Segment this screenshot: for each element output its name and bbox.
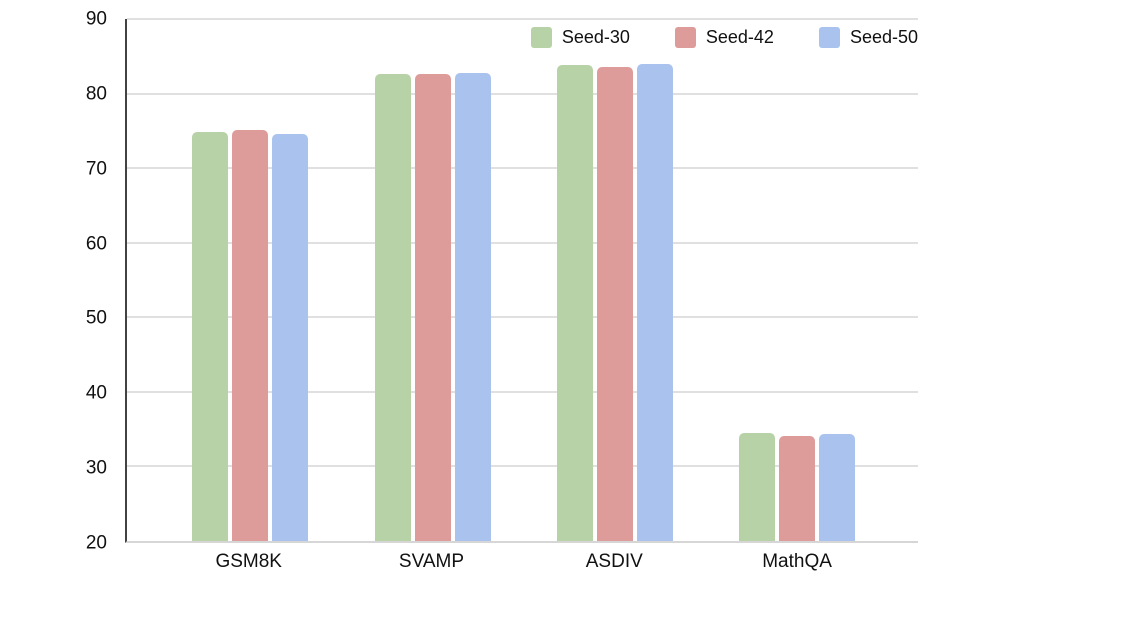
bar-seed-42-asdiv bbox=[597, 66, 634, 541]
bar-seed-50-gsm8k bbox=[272, 133, 309, 541]
legend-item: Seed-42 bbox=[674, 27, 774, 48]
bar-seed-50-asdiv bbox=[637, 63, 674, 541]
legend-item: Seed-50 bbox=[818, 27, 918, 48]
bar-group bbox=[739, 19, 856, 541]
bar-seed-30-mathqa bbox=[739, 432, 776, 541]
legend-label: Seed-30 bbox=[561, 27, 630, 47]
bars-layer bbox=[127, 19, 918, 541]
gridline bbox=[127, 390, 918, 393]
bar-seed-42-mathqa bbox=[779, 435, 816, 541]
bar-seed-42-svamp bbox=[414, 74, 451, 541]
plot-area: Seed-30 Seed-42 Seed-50 bbox=[125, 18, 918, 543]
x-axis-labels: GSM8K SVAMP ASDIV MathQA bbox=[125, 551, 918, 577]
x-category-label: GSM8K bbox=[215, 551, 282, 572]
x-category-label: SVAMP bbox=[398, 551, 465, 572]
bar-seed-50-svamp bbox=[454, 72, 491, 541]
legend-swatch bbox=[818, 27, 840, 48]
gridline bbox=[127, 92, 918, 95]
bar-seed-30-svamp bbox=[374, 74, 411, 541]
y-tick-label: 30 bbox=[85, 457, 107, 479]
bar-group bbox=[192, 19, 309, 541]
legend-swatch bbox=[674, 27, 696, 48]
y-tick-label: 80 bbox=[85, 83, 107, 105]
bar-group bbox=[557, 19, 674, 541]
y-tick-label: 60 bbox=[85, 233, 107, 255]
legend: Seed-30 Seed-42 Seed-50 bbox=[530, 27, 918, 48]
y-tick-label: 40 bbox=[85, 382, 107, 404]
bar-seed-30-gsm8k bbox=[192, 131, 229, 541]
gridline bbox=[127, 18, 918, 20]
y-tick-label: 20 bbox=[85, 532, 107, 554]
y-tick-label: 50 bbox=[85, 307, 107, 329]
gridline bbox=[127, 167, 918, 170]
y-axis-labels: 20 30 40 50 60 70 80 90 bbox=[0, 10, 107, 553]
x-category-label: ASDIV bbox=[585, 551, 643, 572]
legend-item: Seed-30 bbox=[530, 27, 630, 48]
gridline bbox=[127, 465, 918, 468]
legend-label: Seed-50 bbox=[849, 27, 918, 47]
bar-group bbox=[374, 19, 491, 541]
gridlines-layer bbox=[127, 18, 918, 541]
gridline bbox=[127, 241, 918, 244]
gridline bbox=[127, 316, 918, 319]
bar-seed-30-asdiv bbox=[557, 65, 594, 541]
legend-swatch bbox=[530, 27, 552, 48]
y-tick-label: 90 bbox=[85, 8, 107, 30]
legend-label: Seed-42 bbox=[705, 27, 774, 47]
x-category-label: MathQA bbox=[762, 551, 832, 572]
y-tick-label: 70 bbox=[85, 158, 107, 180]
bar-seed-42-gsm8k bbox=[232, 130, 269, 541]
bar-seed-50-mathqa bbox=[819, 434, 856, 541]
